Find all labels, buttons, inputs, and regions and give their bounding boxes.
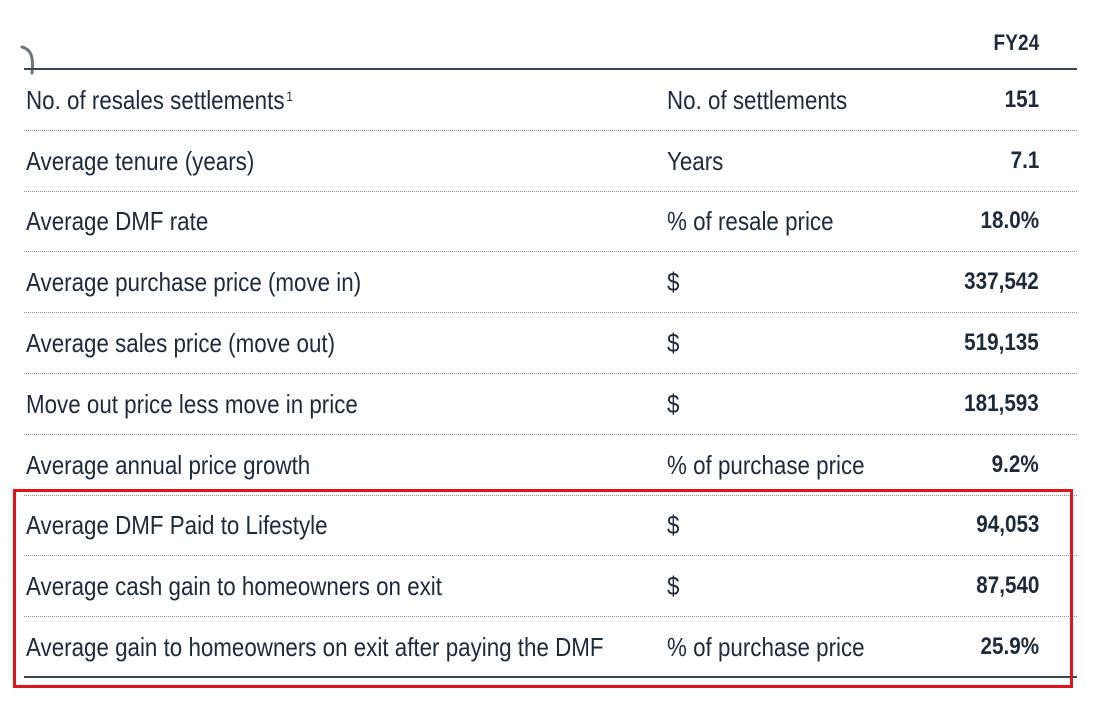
table-row: Average gain to homeowners on exit after…: [24, 617, 1077, 678]
unit-label: $: [667, 388, 680, 419]
table-row: Average sales price (move out) $ 519,135: [24, 313, 1077, 374]
fy24-value: 9.2%: [991, 450, 1039, 478]
metric-label: Average DMF rate: [26, 206, 209, 237]
table-row: Average annual price growth % of purchas…: [24, 435, 1077, 496]
unit-label: % of resale price: [667, 206, 834, 237]
table-row: Average DMF rate % of resale price 18.0%: [24, 192, 1077, 253]
metric-label: Average annual price growth: [26, 449, 311, 480]
metric-text: No. of resales settlements: [26, 84, 285, 115]
unit-label: % of purchase price: [667, 449, 865, 480]
unit-label: $: [667, 267, 680, 298]
fy24-value: 151: [1004, 85, 1039, 113]
unit-label: $: [667, 328, 680, 359]
metric-label: Move out price less move in price: [26, 388, 358, 419]
fiscal-year-column-header: FY24: [993, 30, 1039, 55]
metric-label: Average cash gain to homeowners on exit: [26, 571, 442, 602]
table-row: No. of resales settlements 1 No. of settl…: [24, 70, 1077, 131]
fy24-value: 7.1: [1010, 146, 1039, 174]
fy24-value: 87,540: [975, 572, 1039, 600]
unit-label: Years: [667, 145, 724, 176]
metric-label: Average sales price (move out): [26, 328, 336, 359]
fy24-value: 337,542: [964, 268, 1039, 296]
table-row: Average DMF Paid to Lifestyle $ 94,053: [24, 496, 1077, 557]
fy24-value: 94,053: [975, 511, 1039, 539]
table-header: FY24: [24, 28, 1077, 70]
table-row: Move out price less move in price $ 181,…: [24, 374, 1077, 435]
metric-label: Average tenure (years): [26, 145, 255, 176]
table-row: Average purchase price (move in) $ 337,5…: [24, 252, 1077, 314]
metric-label: No. of resales settlements 1: [26, 85, 293, 115]
footnote-marker: 1: [286, 87, 293, 104]
metric-label: Average DMF Paid to Lifestyle: [26, 510, 328, 541]
fy24-value: 181,593: [964, 389, 1039, 417]
unit-label: $: [667, 510, 680, 541]
table-row: Average tenure (years) Years 7.1: [24, 131, 1077, 192]
metric-label: Average gain to homeowners on exit after…: [26, 631, 604, 662]
metric-label: Average purchase price (move in): [26, 267, 362, 298]
unit-label: % of purchase price: [667, 631, 865, 662]
table-row: Average cash gain to homeowners on exit …: [24, 556, 1077, 618]
fy24-value: 18.0%: [980, 207, 1039, 235]
fy24-value: 519,135: [964, 329, 1039, 357]
unit-label: No. of settlements: [667, 84, 848, 115]
unit-label: $: [667, 571, 680, 602]
fy24-value: 25.9%: [980, 632, 1039, 660]
resales-metrics-table: No. of resales settlements 1 No. of settl…: [24, 70, 1077, 678]
